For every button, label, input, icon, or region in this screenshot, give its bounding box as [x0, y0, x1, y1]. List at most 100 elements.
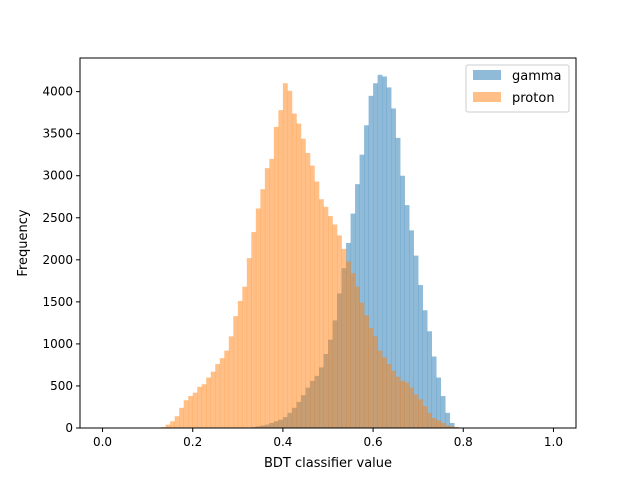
gamma-bar: [373, 83, 378, 428]
gamma-bar: [431, 356, 437, 428]
legend-label-gamma: gamma: [512, 69, 562, 84]
proton-bar: [395, 376, 401, 428]
gamma-bar: [391, 108, 396, 428]
proton-bar: [445, 425, 451, 428]
proton-bar: [413, 394, 419, 428]
gamma-bar: [400, 175, 405, 428]
x-axis-ticks: 0.0 0.2 0.4 0.6 0.8 1.0: [93, 428, 563, 449]
proton-bar: [323, 206, 329, 428]
proton-bar: [296, 123, 302, 428]
gamma-bar: [359, 154, 365, 428]
proton-bar: [350, 273, 356, 428]
proton-bar: [188, 396, 194, 428]
proton-bar: [373, 336, 378, 428]
proton-bar: [219, 358, 225, 428]
proton-bar: [210, 371, 216, 428]
proton-bar: [391, 370, 396, 428]
gamma-bar: [440, 396, 446, 428]
proton-bar: [278, 110, 284, 428]
y-tick-label: 2000: [42, 253, 73, 267]
proton-bar: [337, 235, 342, 428]
x-tick-label: 0.4: [273, 435, 292, 449]
x-tick-label: 1.0: [544, 435, 563, 449]
y-tick-label: 1500: [42, 295, 73, 309]
y-axis-ticks: 0 500 1000 1500 2000 2500 3000 3500 4000: [42, 85, 80, 435]
proton-bar: [382, 357, 387, 428]
proton-bar: [328, 216, 333, 428]
gamma-bar: [364, 125, 369, 429]
proton-bar: [192, 392, 198, 428]
x-tick-label: 0.0: [93, 435, 112, 449]
gamma-bar: [409, 230, 414, 428]
plot-frame: [79, 57, 577, 429]
gamma-bar: [418, 285, 423, 428]
proton-bar: [246, 258, 252, 428]
proton-bar: [332, 224, 338, 428]
gamma-bar: [382, 76, 387, 428]
proton-bar: [224, 350, 230, 428]
proton-bar: [206, 377, 212, 428]
proton-bar: [300, 138, 306, 429]
proton-bar: [440, 422, 446, 428]
proton-bar: [422, 406, 428, 428]
proton-bar: [165, 424, 171, 428]
proton-bar: [364, 315, 369, 428]
proton-bar: [197, 386, 203, 428]
gamma-bar: [413, 255, 419, 428]
proton-bar: [228, 336, 234, 428]
proton-bar: [400, 380, 405, 428]
proton-bar: [449, 426, 455, 428]
proton-bar: [309, 165, 315, 428]
proton-bar: [404, 382, 410, 428]
proton-bar: [341, 248, 347, 428]
proton-bar: [273, 126, 279, 428]
y-tick-label: 3000: [42, 169, 73, 183]
proton-bar: [170, 421, 175, 428]
legend-swatch-proton: [473, 92, 501, 102]
proton-bar: [318, 199, 324, 428]
proton-bar: [233, 316, 239, 428]
proton-bar: [291, 113, 297, 428]
gamma-bar: [368, 95, 374, 428]
gamma-bar: [436, 377, 442, 428]
x-axis-label: BDT classifier value: [264, 456, 392, 471]
proton-bar: [346, 261, 351, 428]
proton-bar: [282, 83, 288, 428]
proton-bar: [314, 181, 320, 428]
proton-bar: [436, 420, 442, 428]
x-tick-label: 0.6: [364, 435, 383, 449]
gamma-bar: [395, 137, 401, 428]
gamma-bar: [422, 310, 428, 428]
proton-bar: [215, 364, 221, 428]
proton-bar: [242, 286, 248, 428]
proton-bar: [183, 400, 189, 428]
proton-bar: [409, 387, 414, 428]
proton-bar: [431, 417, 437, 428]
proton-bar: [386, 364, 392, 428]
proton-bar: [201, 384, 207, 428]
y-tick-label: 4000: [42, 85, 73, 99]
proton-bar: [377, 350, 383, 428]
gamma-bar: [404, 205, 410, 428]
proton-bar: [427, 412, 433, 428]
x-tick-label: 0.2: [183, 435, 202, 449]
legend: gamma proton: [465, 64, 570, 113]
proton-bar: [269, 158, 275, 428]
y-tick-label: 0: [65, 421, 73, 435]
proton-bar: [255, 208, 261, 428]
proton-bar: [418, 399, 423, 428]
proton-bar: [355, 286, 360, 428]
legend-swatch-gamma: [473, 70, 501, 80]
y-tick-label: 1000: [42, 337, 73, 351]
proton-bar: [174, 416, 180, 428]
legend-label-proton: proton: [512, 91, 555, 106]
gamma-bar: [427, 331, 433, 428]
proton-bars: [161, 83, 464, 429]
proton-bar: [305, 153, 311, 428]
proton-bar: [359, 302, 365, 428]
y-tick-label: 500: [50, 379, 73, 393]
proton-bar: [368, 327, 374, 428]
y-tick-label: 2500: [42, 211, 73, 225]
gamma-bar: [445, 412, 451, 428]
